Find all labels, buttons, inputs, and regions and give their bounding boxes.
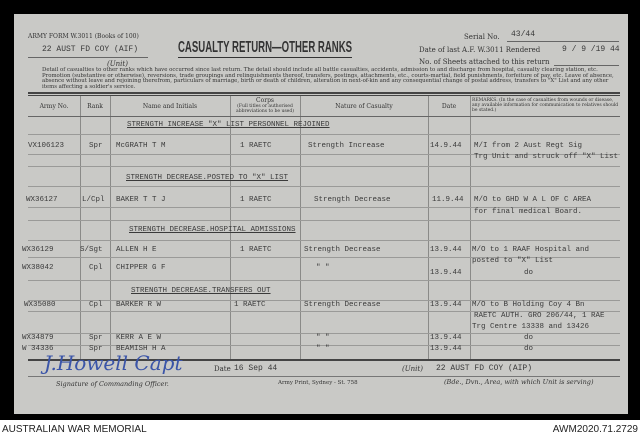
army-no: WX35080 — [24, 301, 56, 309]
serial-value: 43/44 — [511, 30, 536, 39]
casualty-return-form: ARMY FORM W.3011 (Books of 100) 22 AUST … — [14, 14, 628, 414]
date: 13.9.44 — [430, 301, 462, 309]
remarks: M/O to B Holding Coy 4 Bn — [472, 301, 585, 309]
army-no: WX34879 — [22, 334, 54, 342]
last-rendered-value: 9 / 9 /19 44 — [562, 45, 620, 54]
header-rank: Rank — [87, 103, 103, 110]
remarks: do — [524, 334, 534, 342]
name: ALLEN H E — [116, 246, 157, 254]
remarks: do — [524, 345, 534, 353]
date: 13.9.44 — [430, 246, 462, 254]
corps: 1 RAETC — [240, 142, 272, 150]
header-corps: Corps — [256, 97, 274, 104]
rank: Cpl — [89, 301, 103, 309]
date: 13.9.44 — [430, 269, 462, 277]
header-nature: Nature of Casualty — [335, 103, 393, 110]
remarks: M/O to 1 RAAF Hospital and — [472, 246, 590, 254]
caption-right: AWM2020.71.2729 — [552, 424, 638, 435]
unit-label: (Unit) — [107, 60, 128, 68]
remarks: Trg Centre 13338 and 13426 — [472, 323, 590, 331]
section-heading: STRENGTH INCREASE "X" LIST PERSONNEL REJ… — [127, 121, 330, 129]
nature: " " — [316, 334, 330, 342]
printer-note: Army Print, Sydney - St. 758 — [278, 380, 358, 386]
remarks: M/I from 2 Aust Regt Sig — [474, 142, 583, 150]
nature: " " — [316, 264, 330, 272]
section-heading: STRENGTH DECREASE.TRANSFERS OUT — [131, 287, 271, 295]
rank: Cpl — [89, 264, 103, 272]
name: McGRATH T M — [116, 142, 166, 150]
army-no: WX38042 — [22, 264, 54, 272]
remarks: Trg Unit and struck off "X" List — [474, 153, 619, 161]
remarks: RAETC AUTH. GRO 206/44, 1 RAE — [474, 312, 605, 320]
date: 14.9.44 — [430, 142, 462, 150]
army-no: WX36127 — [26, 196, 58, 204]
army-no: VX106123 — [28, 142, 65, 150]
date: 13.9.44 — [430, 345, 462, 353]
remarks: for final medical Board. — [474, 208, 583, 216]
rank: Spr — [89, 334, 103, 342]
header-date: Date — [441, 103, 457, 110]
header-corps-note: (Full titles or authorised abbreviations… — [236, 104, 294, 114]
unit-footer: 22 AUST FD COY (AIP) — [436, 364, 533, 373]
date: 13.9.44 — [430, 334, 462, 342]
name: BARKER R W — [116, 301, 162, 309]
caption-left: AUSTRALIAN WAR MEMORIAL — [2, 424, 147, 435]
caption-bar: AUSTRALIAN WAR MEMORIAL AWM2020.71.2729 — [0, 420, 640, 437]
header-army-no: Army No. — [39, 103, 69, 110]
nature: Strength Decrease — [314, 196, 391, 204]
header-name: Name and Initials — [142, 103, 198, 110]
corps: 1 RAETC — [234, 301, 266, 309]
army-no: W 34336 — [22, 345, 54, 353]
signature-label: Signature of Commanding Officer. — [56, 380, 169, 388]
unit-label-footer: (Unit) — [402, 365, 423, 373]
serial-label: Serial No. — [464, 33, 500, 41]
section-heading: STRENGTH DECREASE.POSTED TO "X" LIST — [126, 174, 289, 182]
rank: Spr — [89, 345, 103, 353]
name: BEAMISH H A — [116, 345, 166, 353]
unit-typed: 22 AUST FD COY (AIF) — [42, 45, 139, 54]
signed-date: 16 Sep 44 — [234, 364, 278, 373]
remarks: do — [524, 269, 534, 277]
page-title: CASUALTY RETURN—OTHER RANKS — [178, 39, 353, 58]
rank: L/Cpl — [82, 196, 105, 204]
remarks: posted to "X" List — [472, 257, 554, 265]
corps: 1 RAETC — [240, 196, 272, 204]
sheets-label: No. of Sheets attached to this return — [419, 58, 550, 66]
header-remarks: REMARKS. (In the case of casualties from… — [472, 98, 619, 113]
nature: Strength Increase — [308, 142, 385, 150]
army-no: WX36129 — [22, 246, 54, 254]
date-label: Date — [214, 365, 231, 373]
remarks: M/O to GHD W A L OF C AREA — [474, 196, 592, 204]
commanding-officer-signature: J.Howell Capt — [44, 351, 183, 375]
corps: 1 RAETC — [240, 246, 272, 254]
date: 11.9.44 — [432, 196, 464, 204]
nature: " " — [316, 345, 330, 353]
section-heading: STRENGTH DECREASE.HOSPITAL ADMISSIONS — [129, 226, 296, 234]
rank: S/Sgt — [80, 246, 103, 254]
name: BAKER T T J — [116, 196, 166, 204]
instructions: Detail of casualties to other ranks whic… — [42, 67, 614, 90]
last-rendered-label: Date of last A.F. W.3011 Rendered — [419, 46, 541, 54]
unit-note: (Bde., Dvn., Area, with which Unit is se… — [444, 378, 594, 386]
nature: Strength Decrease — [304, 301, 381, 309]
rank: Spr — [89, 142, 103, 150]
name: CHIPPER G F — [116, 264, 166, 272]
form-id: ARMY FORM W.3011 (Books of 100) — [28, 33, 139, 40]
name: KERR A E W — [116, 334, 162, 342]
nature: Strength Decrease — [304, 246, 381, 254]
